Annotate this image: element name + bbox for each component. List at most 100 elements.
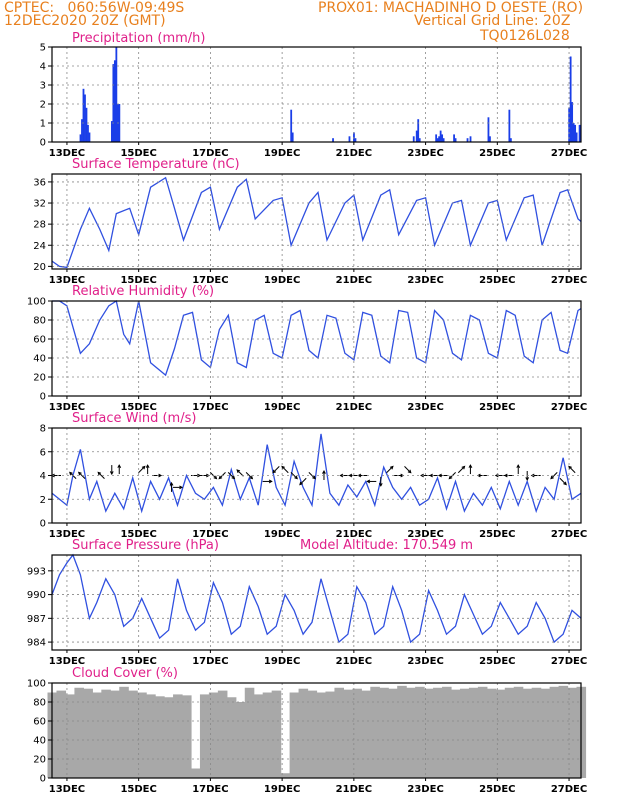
wind-vector-head: [407, 469, 412, 474]
x-tick-label: 25DEC: [479, 529, 515, 540]
precip-bar: [466, 138, 469, 142]
wind-vector-head: [312, 475, 316, 480]
y-tick-label: 20: [33, 262, 46, 273]
wind-vector: [138, 466, 146, 474]
cloud-bar: [92, 692, 102, 778]
x-tick-label: 21DEC: [336, 784, 372, 795]
precip-bar: [85, 107, 88, 142]
y-tick-label: 2: [40, 100, 46, 111]
y-tick-label: 4: [40, 471, 46, 482]
cloud-bar: [280, 773, 291, 778]
precip-bar: [348, 136, 351, 142]
cloud-bar: [199, 694, 210, 778]
y-tick-label: 0: [40, 774, 46, 785]
x-tick-label: 19DEC: [264, 402, 300, 413]
x-tick-label: 15DEC: [120, 784, 156, 795]
wind-vector: [299, 477, 307, 485]
x-tick-label: 25DEC: [479, 148, 515, 159]
cloud-bar: [74, 687, 84, 778]
wind-vector-head: [348, 473, 353, 478]
cloud-bar: [190, 768, 201, 778]
cloud-bar: [370, 686, 380, 778]
x-tick-label: 17DEC: [192, 784, 228, 795]
wind-vector-head: [339, 473, 344, 478]
precip-bar: [88, 132, 91, 142]
cloud-bar: [289, 692, 300, 778]
precip-bar: [489, 136, 491, 142]
wind-vector: [290, 471, 298, 480]
wind-vector-head: [145, 464, 150, 468]
wind-vector-head: [322, 469, 326, 474]
wind-vector-head: [366, 479, 371, 484]
precip-bar: [418, 138, 421, 142]
cloud-bar: [155, 696, 165, 778]
wind-vector: [281, 466, 289, 474]
y-tick-label: 6: [40, 447, 46, 458]
cloud-bar: [361, 690, 371, 778]
precip-bar: [442, 138, 445, 142]
x-tick-label: 15DEC: [120, 402, 156, 413]
cloud-bar: [316, 692, 327, 778]
x-tick-label: 25DEC: [479, 784, 515, 795]
wind-vector: [568, 466, 576, 474]
precip-bar: [439, 130, 442, 142]
precip-bar: [354, 138, 357, 142]
cloud-bar: [119, 686, 129, 778]
precip-bar: [568, 107, 571, 142]
wind-vector-head: [389, 465, 394, 470]
cloud-bar: [173, 694, 183, 778]
panel-frame: [51, 46, 582, 143]
cloud-bar: [110, 690, 120, 778]
y-tick-label: 80: [33, 316, 46, 327]
y-tick-label: 60: [33, 335, 46, 346]
x-tick-label: 17DEC: [192, 148, 228, 159]
x-tick-label: 13DEC: [49, 529, 85, 540]
wind-vector-head: [294, 475, 298, 480]
cloud-bar: [352, 688, 362, 778]
header-datetime: 12DEC2020 20Z (GMT): [4, 13, 166, 29]
y-tick-label: 100: [27, 679, 46, 690]
cloud-bar: [65, 694, 76, 778]
x-tick-label: 13DEC: [49, 148, 85, 159]
cloud-bar: [334, 687, 344, 778]
precip-bar: [435, 134, 438, 142]
cloud-bar: [540, 688, 551, 778]
cloud-bar: [388, 688, 398, 778]
cloud-bar: [325, 691, 336, 778]
precip-bar: [509, 138, 512, 142]
y-tick-label: 4: [40, 62, 46, 73]
panel-frame: [51, 682, 582, 779]
wind-vector-head: [169, 481, 174, 486]
wind-vector: [78, 471, 86, 480]
cloud-bar: [424, 688, 434, 778]
wind-vector-head: [236, 469, 241, 474]
precip-bar: [79, 134, 82, 142]
precip-bar: [454, 138, 457, 142]
cloud-bar: [442, 686, 452, 778]
wind-vector-head: [429, 473, 433, 478]
x-tick-label: 23DEC: [407, 402, 443, 413]
header-model-code: TQ0126L028: [480, 28, 570, 44]
cloud-bar: [182, 695, 192, 778]
wind-vector-head: [231, 475, 236, 480]
cloud-bar: [513, 686, 524, 778]
precip-bar: [82, 88, 85, 142]
y-tick-label: 20: [33, 755, 46, 766]
x-tick-label: 19DEC: [264, 529, 300, 540]
wind-vector: [457, 466, 465, 474]
cloud-bar: [415, 686, 425, 778]
wind-vector-head: [550, 475, 554, 480]
precip-bar: [332, 138, 334, 142]
x-tick-label: 25DEC: [479, 656, 515, 667]
panel-frame: [51, 173, 582, 270]
cloud-bar: [343, 689, 353, 778]
wind-vector-head: [530, 473, 535, 478]
precip-bar: [487, 117, 490, 142]
precip-bar: [118, 104, 121, 142]
precip-bar: [438, 136, 441, 142]
x-tick-label: 19DEC: [264, 148, 300, 159]
cloud-bar: [567, 687, 578, 778]
wind-vector-head: [158, 473, 163, 478]
wind-vector-head: [299, 481, 303, 486]
x-tick-label: 25DEC: [479, 402, 515, 413]
